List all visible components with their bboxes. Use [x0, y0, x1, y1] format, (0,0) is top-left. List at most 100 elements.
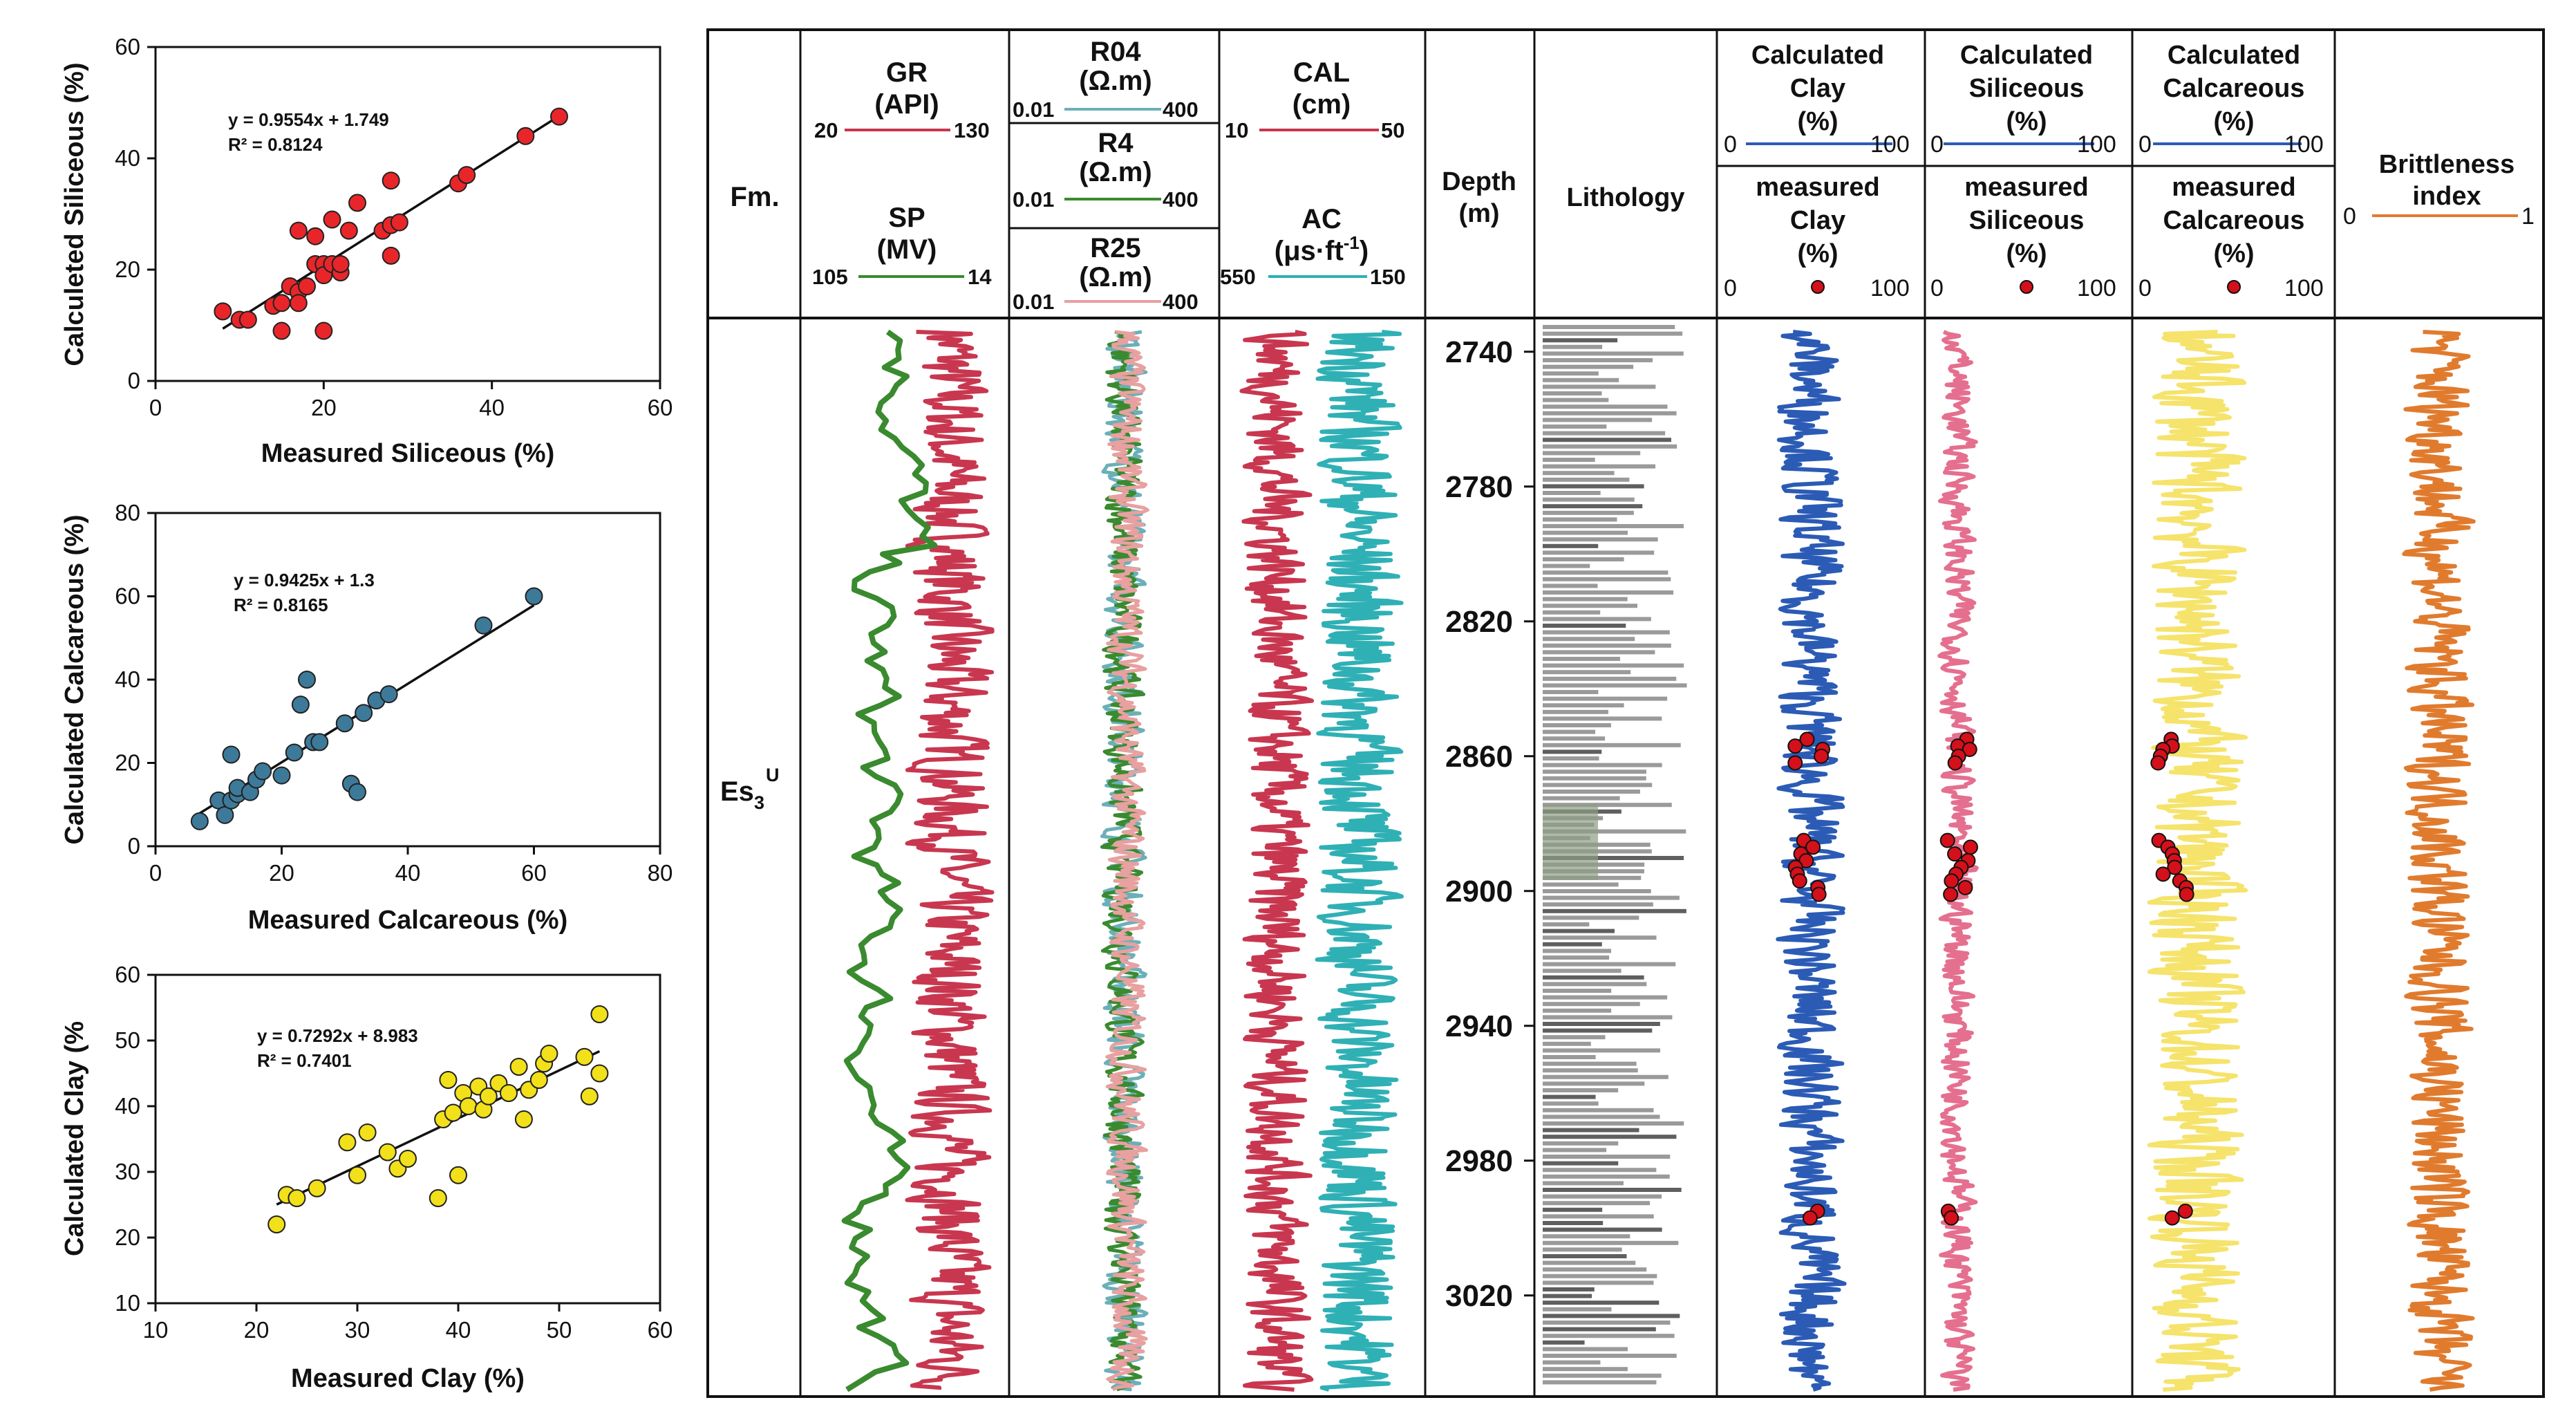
data-point	[540, 1045, 558, 1063]
lithology-band	[1543, 338, 1618, 343]
sil-meas-min: 0	[1930, 275, 1944, 301]
calcareous-curve	[2147, 330, 2248, 1392]
lithology-band	[1543, 1300, 1660, 1305]
sil-meas-label-1: measured	[1964, 173, 2089, 202]
lithology-band	[1543, 1227, 1662, 1232]
data-point	[348, 1166, 366, 1184]
measured-sample-dot	[2150, 755, 2166, 771]
data-point	[214, 302, 232, 321]
lithology-band	[1543, 729, 1596, 734]
measured-sample-dot	[1957, 879, 1973, 895]
lithology-band	[1543, 1181, 1624, 1186]
sil-calc-label-1: Calculated	[1960, 41, 2093, 70]
lithology-band	[1543, 1128, 1639, 1132]
measured-sample-dot	[1944, 1210, 1959, 1226]
measured-sample-dot	[1802, 1210, 1818, 1226]
r04-track-name: R04	[1090, 37, 1141, 67]
data-point	[590, 1005, 609, 1023]
lithology-band	[1543, 743, 1681, 747]
data-point	[272, 294, 291, 312]
measured-sample-dot	[1811, 886, 1827, 902]
lithology-band	[1543, 736, 1606, 741]
equation-label: y = 0.9425x + 1.3	[234, 570, 375, 590]
measured-sample-dot	[1805, 839, 1821, 855]
cal-max-label: 50	[1381, 118, 1404, 142]
lithology-band	[1543, 650, 1655, 655]
lithology-band	[1543, 1240, 1679, 1245]
data-point	[298, 277, 316, 296]
y-axis-title: Calculated Calcareous (%)	[60, 514, 89, 844]
measured-sample-dot	[1947, 755, 1963, 771]
sp-max-label: 14	[968, 265, 992, 289]
lithology-band	[1543, 1380, 1657, 1385]
depth-tick-label: 2740	[1445, 335, 1513, 369]
x-tick-label: 0	[149, 860, 162, 886]
lithology-band	[1543, 557, 1624, 561]
lithology-band	[1543, 1188, 1682, 1192]
y-tick-label: 60	[115, 962, 140, 987]
clay-calc-max: 100	[1870, 131, 1910, 158]
lithology-band	[1543, 590, 1674, 595]
calc-meas-max: 100	[2284, 275, 2324, 301]
r25-min-label: 0.01	[1013, 290, 1054, 314]
lithology-band	[1543, 425, 1607, 429]
lithology-band	[1543, 1347, 1628, 1352]
lithology-band	[1543, 584, 1598, 588]
ac-track-name: AC	[1301, 204, 1342, 234]
lithology-band	[1543, 790, 1640, 794]
bi-label-2: index	[2412, 182, 2481, 211]
lithology-band	[1543, 530, 1628, 535]
data-point	[390, 213, 408, 232]
lithology-band	[1543, 1114, 1660, 1119]
data-point	[590, 1064, 609, 1083]
clay-legend-dot	[1811, 280, 1825, 294]
calc-meas-label-1: measured	[2172, 173, 2296, 202]
brittleness-curve	[2402, 330, 2476, 1392]
lithology-band	[1543, 550, 1655, 555]
lithology-band	[1543, 989, 1612, 993]
x-tick-label: 20	[269, 860, 294, 886]
cal-curve	[1239, 330, 1315, 1392]
lithology-band	[1543, 829, 1686, 834]
lithology-band	[1543, 783, 1653, 787]
lithology-band	[1543, 438, 1671, 442]
lithology-band	[1543, 683, 1687, 688]
lithology-band	[1543, 497, 1635, 502]
measured-sample-dot	[1814, 748, 1830, 764]
lithology-band	[1543, 1234, 1630, 1239]
lithology-band	[1543, 1008, 1612, 1013]
sil-legend-dot	[2020, 280, 2033, 294]
y-tick-label: 50	[115, 1027, 140, 1053]
lithology-band	[1543, 769, 1646, 774]
log-frame	[706, 28, 2545, 1398]
lithology-band	[1543, 444, 1677, 449]
calc-calc-label-2: Calcareous	[2163, 74, 2305, 103]
lithology-band	[1543, 570, 1668, 575]
depth-tick-label: 2780	[1445, 470, 1513, 504]
lithology-band	[1543, 617, 1651, 622]
calc-calc-label-1: Calculated	[2168, 41, 2300, 70]
data-point	[285, 743, 303, 762]
lithology-band	[1543, 418, 1653, 422]
data-point	[335, 714, 354, 733]
clay-meas-label-1: measured	[1756, 173, 1880, 202]
measured-sample-dot	[1787, 755, 1803, 771]
data-point	[348, 194, 366, 212]
lithology-band	[1543, 610, 1601, 615]
y-tick-label: 60	[115, 584, 140, 609]
lithology-band	[1543, 537, 1658, 542]
lithology-band	[1543, 1321, 1671, 1325]
r25-max-label: 400	[1163, 290, 1198, 314]
y-axis-title: Calculeted Siliceous (%)	[60, 62, 89, 366]
formation-base: Es	[720, 776, 754, 807]
gr-max-label: 130	[954, 118, 990, 142]
sil-calc-min: 0	[1930, 131, 1944, 158]
x-tick-label: 0	[149, 395, 162, 420]
lithology-band	[1543, 398, 1609, 402]
r2-label: R² = 0.8124	[228, 134, 323, 155]
clay-calc-label-3: (%)	[1797, 107, 1838, 136]
x-tick-label: 40	[479, 395, 505, 420]
lithology-band	[1543, 749, 1602, 754]
lithology-band	[1543, 804, 1598, 880]
scatter-calcareous: 0 20 40 60 80 0 20 40 60 80 y = 0.9425x + 1.3 R² …	[60, 500, 673, 935]
